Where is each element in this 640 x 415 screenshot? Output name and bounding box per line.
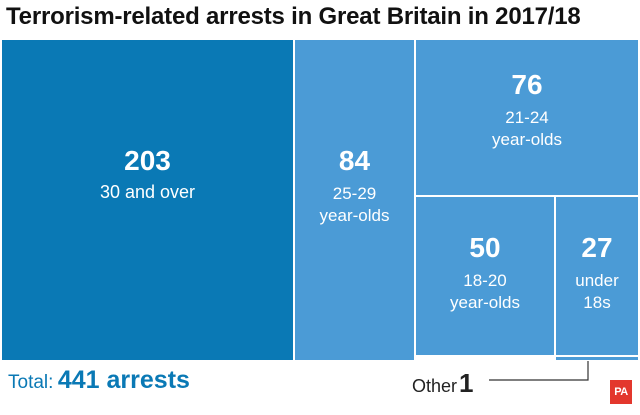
tile-value: 203	[124, 145, 171, 176]
tile-value: 84	[338, 145, 371, 176]
tile-under-18: 27 under 18s	[556, 197, 638, 355]
tile-value: 27	[581, 232, 613, 263]
total-arrests: Total: 441 arrests	[8, 366, 190, 395]
tile-other	[556, 357, 638, 360]
tile-30-and-over: 203 30 and over	[2, 40, 293, 360]
tile-label: 30 and over	[99, 181, 196, 202]
tile-value: 76	[511, 69, 543, 100]
tile-label: under 18s	[575, 270, 619, 312]
total-value: 441 arrests	[57, 366, 190, 394]
total-label: Total:	[8, 372, 54, 393]
tile-18-20: 50 18-20 year-olds	[416, 197, 554, 355]
other-value: 1	[459, 368, 474, 398]
other-callout: Other 1	[412, 368, 474, 399]
other-label: Other	[412, 376, 458, 396]
tile-value: 50	[469, 232, 501, 263]
tile-25-29: 84 25-29 year-olds	[295, 40, 414, 360]
tile-label: 18-20 year-olds	[450, 270, 520, 312]
tile-label: 21-24 year-olds	[492, 107, 562, 149]
chart-title: Terrorism-related arrests in Great Brita…	[6, 3, 581, 30]
tile-21-24: 76 21-24 year-olds	[416, 40, 638, 195]
tile-label: 25-29 year-olds	[319, 183, 390, 225]
pa-logo: PA	[610, 380, 632, 404]
